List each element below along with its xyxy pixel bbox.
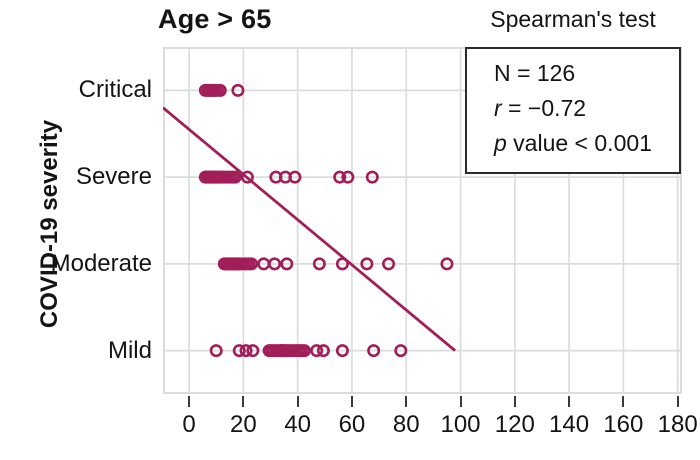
x-tick-mark [622,396,625,407]
x-tick-label: 160 [603,411,644,438]
data-point [440,257,454,271]
data-point [240,170,254,184]
y-tick-label-severe: Severe [75,163,152,191]
data-point [310,344,324,358]
data-point [341,170,355,184]
data-point [316,344,330,358]
data-point [231,83,245,97]
data-point [365,170,379,184]
data-point [209,344,223,358]
data-point [333,170,347,184]
data-point [246,344,260,358]
x-tick-mark [568,396,571,407]
x-tick-mark [350,396,353,407]
regression-line [162,106,456,352]
x-tick-label: 60 [338,411,366,438]
y-tick-label-mild: Mild [107,336,152,364]
x-tick-mark [405,396,408,407]
data-point [228,170,242,184]
stats-line-r: r = −0.72 [494,91,679,126]
data-point [268,257,282,271]
x-tick-mark [188,396,191,407]
x-tick-mark [459,396,462,407]
chart-title: Age > 65 [158,4,272,34]
data-point [335,344,349,358]
data-point [394,344,408,358]
stats-line-n: N = 126 [494,56,679,91]
data-point [232,344,246,358]
y-axis-title: COVID-19 severity [36,119,63,329]
plot-area [162,47,682,394]
x-tick-label: 20 [229,411,257,438]
stats-box: N = 126 r = −0.72 p value < 0.001 [465,47,681,174]
y-tick-label-moderate: Moderate [50,249,152,277]
x-tick-label: 120 [494,411,535,438]
x-tick-label: 140 [549,411,590,438]
x-tick-mark [242,396,245,407]
x-tick-mark [296,396,299,407]
data-point [297,344,311,358]
stats-heading: Spearman's test [490,6,656,32]
y-tick-label-critical: Critical [78,76,152,104]
x-tick-mark [513,396,516,407]
data-point [367,344,381,358]
data-point [244,257,258,271]
data-point [239,344,253,358]
stats-line-p: p value < 0.001 [494,126,679,161]
stats-r-symbol: r [494,95,502,121]
data-point [312,257,326,271]
plot-frame [163,47,682,394]
x-tick-mark [676,396,679,407]
x-tick-label: 80 [392,411,420,438]
x-tick-label: 180 [657,411,698,438]
stats-p-symbol: p [494,130,507,156]
plot-svg [162,47,682,394]
stats-n-value: N = 126 [494,60,576,86]
x-tick-label: 0 [182,411,196,438]
stats-p-value: value < 0.001 [506,130,652,156]
data-point [213,83,227,97]
data-point [382,257,396,271]
x-tick-label: 100 [440,411,481,438]
x-tick-label: 40 [284,411,311,438]
stats-r-value: = −0.72 [501,95,587,121]
data-point [335,257,349,271]
data-point [288,170,302,184]
data-point [280,257,294,271]
data-point [360,257,374,271]
